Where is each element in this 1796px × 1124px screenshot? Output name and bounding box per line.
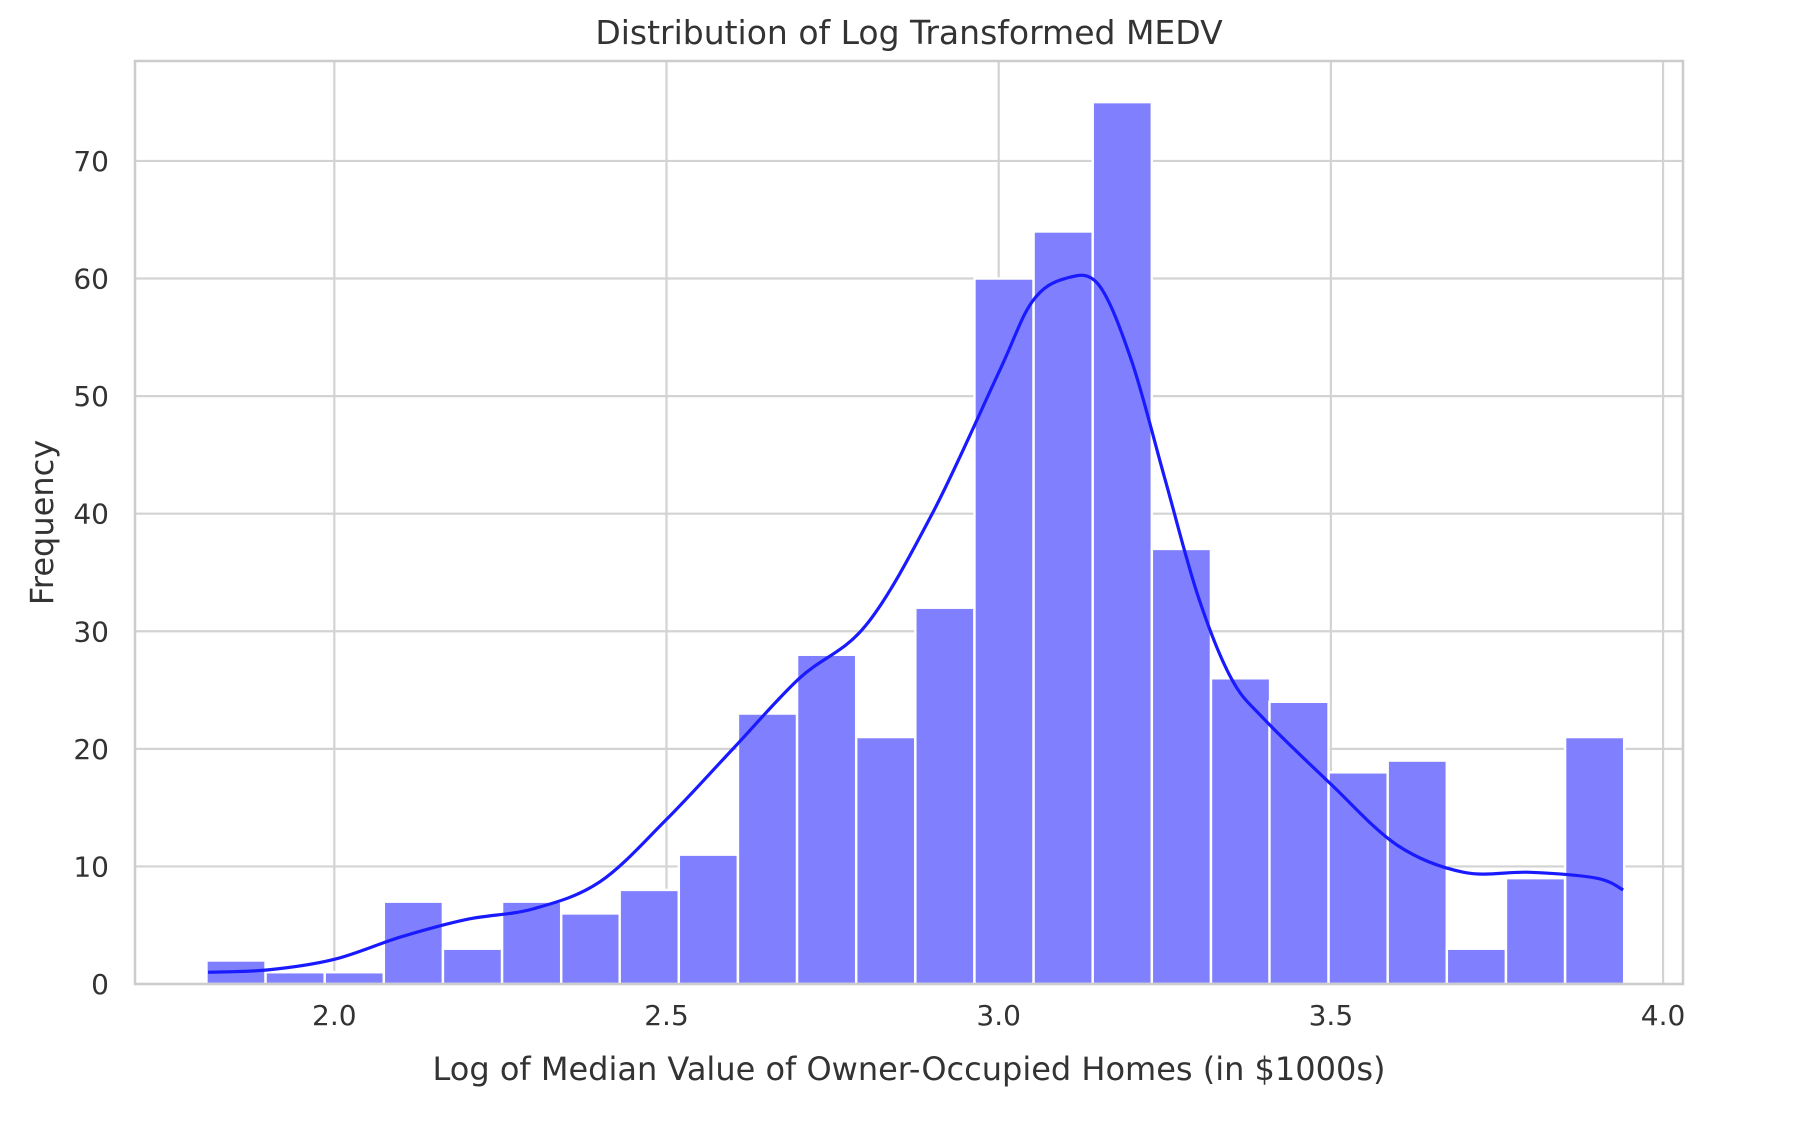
x-axis-ticks: 2.0 2.5 3.0 3.5 4.0	[312, 999, 1685, 1032]
histogram-bar	[560, 912, 622, 986]
histogram-bar	[1209, 677, 1272, 986]
histogram-bar	[1445, 947, 1508, 986]
histogram-bar	[1268, 700, 1330, 986]
x-tick-label: 3.0	[976, 999, 1021, 1032]
histogram-bar	[1032, 230, 1094, 986]
y-tick-label: 50	[73, 380, 109, 413]
y-tick-label: 20	[73, 733, 109, 766]
histogram-bar	[1504, 876, 1567, 986]
histogram-bar	[500, 900, 563, 986]
histogram-bar	[264, 971, 326, 986]
x-tick-label: 2.0	[312, 999, 357, 1032]
histogram-bar	[323, 971, 385, 986]
x-tick-label: 4.0	[1641, 999, 1686, 1032]
y-tick-label: 60	[73, 263, 109, 296]
histogram-bar	[914, 606, 976, 986]
kde-curve	[208, 273, 1624, 974]
histogram-bar	[1091, 100, 1153, 986]
plot-frame	[133, 59, 1685, 986]
histogram-bar	[441, 947, 504, 986]
histogram-bar	[1150, 547, 1213, 986]
chart-title: Distribution of Log Transformed MEDV	[595, 13, 1223, 52]
histogram-bar	[1327, 771, 1389, 986]
y-axis-ticks: 0 10 20 30 40 50 60 70	[73, 145, 109, 1001]
y-tick-label: 10	[73, 850, 109, 883]
y-tick-label: 40	[73, 498, 109, 531]
histogram-bar	[973, 277, 1035, 986]
histogram-bar	[795, 653, 858, 986]
histogram-bars	[205, 100, 1626, 986]
histogram-bar	[855, 735, 917, 986]
y-tick-label: 0	[91, 968, 109, 1001]
histogram-bar	[382, 900, 445, 986]
y-tick-label: 30	[73, 615, 109, 648]
histogram-bar	[677, 853, 740, 986]
histogram-bar	[1386, 759, 1448, 986]
histogram-bar	[618, 888, 680, 986]
histogram-bar	[736, 712, 799, 986]
y-axis-title: Frequency	[23, 440, 61, 605]
y-tick-label: 70	[73, 145, 109, 178]
x-tick-label: 3.5	[1309, 999, 1354, 1032]
x-axis-title: Log of Median Value of Owner-Occupied Ho…	[433, 1050, 1386, 1088]
histogram-bar	[1563, 735, 1626, 986]
x-tick-label: 2.5	[644, 999, 689, 1032]
